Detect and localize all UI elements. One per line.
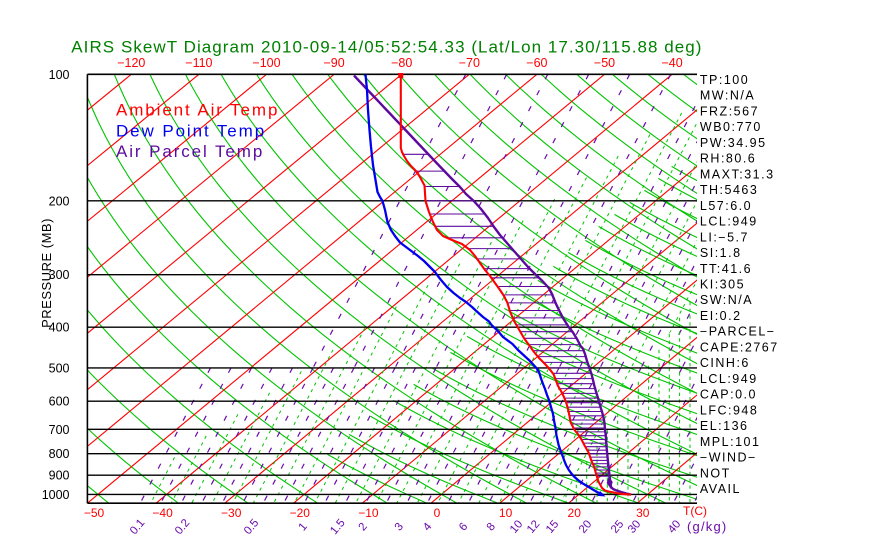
svg-text:CAPE:2767: CAPE:2767 — [700, 340, 779, 354]
svg-text:−50: −50 — [594, 56, 615, 70]
svg-text:FRZ:567: FRZ:567 — [700, 104, 759, 118]
svg-text:−40: −40 — [152, 506, 173, 520]
svg-text:TH:5463: TH:5463 — [700, 183, 758, 197]
svg-text:TP:100: TP:100 — [700, 73, 749, 87]
svg-text:MAXT:31.3: MAXT:31.3 — [700, 167, 775, 181]
svg-text:LI:−5.7: LI:−5.7 — [700, 230, 749, 244]
svg-text:−WIND−: −WIND− — [700, 451, 757, 465]
svg-text:−60: −60 — [526, 56, 547, 70]
svg-text:LCL:949: LCL:949 — [700, 215, 758, 229]
svg-text:Ambient Air Temp: Ambient Air Temp — [116, 101, 279, 120]
svg-text:300: 300 — [49, 268, 70, 282]
svg-text:−PARCEL−: −PARCEL− — [700, 325, 776, 339]
svg-text:SI:1.8: SI:1.8 — [700, 246, 742, 260]
svg-text:SW:N/A: SW:N/A — [700, 293, 753, 307]
svg-text:−50: −50 — [84, 506, 105, 520]
svg-text:WB0:770: WB0:770 — [700, 120, 762, 134]
svg-text:MPL:101: MPL:101 — [700, 435, 761, 449]
svg-text:900: 900 — [49, 469, 70, 483]
svg-text:Dew Point Temp: Dew Point Temp — [116, 122, 266, 141]
svg-text:T(C): T(C) — [683, 504, 707, 518]
svg-text:LFC:948: LFC:948 — [700, 403, 758, 417]
svg-text:CAP:0.0: CAP:0.0 — [700, 388, 757, 402]
svg-text:AVAIL: AVAIL — [700, 482, 741, 496]
svg-text:100: 100 — [49, 68, 70, 82]
svg-text:−120: −120 — [117, 56, 145, 70]
svg-text:L57:6.0: L57:6.0 — [700, 199, 752, 213]
svg-text:1000: 1000 — [42, 488, 70, 502]
svg-text:200: 200 — [49, 194, 70, 208]
svg-text:30: 30 — [636, 506, 650, 520]
svg-text:−80: −80 — [391, 56, 412, 70]
svg-text:PRESSURE (MB): PRESSURE (MB) — [39, 218, 54, 328]
svg-text:−70: −70 — [459, 56, 480, 70]
svg-text:AIRS SkewT Diagram 2010-09-14/: AIRS SkewT Diagram 2010-09-14/05:52:54.3… — [71, 37, 702, 56]
svg-text:NOT: NOT — [700, 466, 731, 480]
svg-text:−30: −30 — [221, 506, 242, 520]
svg-text:EI:0.2: EI:0.2 — [700, 309, 742, 323]
svg-text:MW:N/A: MW:N/A — [700, 89, 755, 103]
svg-text:600: 600 — [49, 395, 70, 409]
svg-text:−100: −100 — [252, 56, 280, 70]
svg-text:CINH:6: CINH:6 — [700, 356, 750, 370]
svg-text:20: 20 — [568, 506, 582, 520]
svg-text:0: 0 — [434, 506, 441, 520]
svg-text:700: 700 — [49, 423, 70, 437]
svg-text:500: 500 — [49, 361, 70, 375]
svg-text:RH:80.6: RH:80.6 — [700, 152, 756, 166]
svg-text:TT:41.6: TT:41.6 — [700, 262, 752, 276]
svg-text:LCL:949: LCL:949 — [700, 372, 758, 386]
svg-text:−40: −40 — [661, 56, 682, 70]
svg-text:800: 800 — [49, 447, 70, 461]
svg-text:−10: −10 — [358, 506, 379, 520]
svg-text:−110: −110 — [185, 56, 212, 70]
svg-text:400: 400 — [49, 321, 70, 335]
svg-text:Air Parcel Temp: Air Parcel Temp — [116, 142, 264, 161]
svg-text:PW:34.95: PW:34.95 — [700, 136, 767, 150]
svg-text:−90: −90 — [323, 56, 344, 70]
svg-text:EL:136: EL:136 — [700, 419, 749, 433]
svg-text:(g/kg): (g/kg) — [687, 519, 727, 534]
svg-text:−20: −20 — [290, 506, 311, 520]
svg-text:KI:305: KI:305 — [700, 277, 745, 291]
svg-text:10: 10 — [499, 506, 513, 520]
